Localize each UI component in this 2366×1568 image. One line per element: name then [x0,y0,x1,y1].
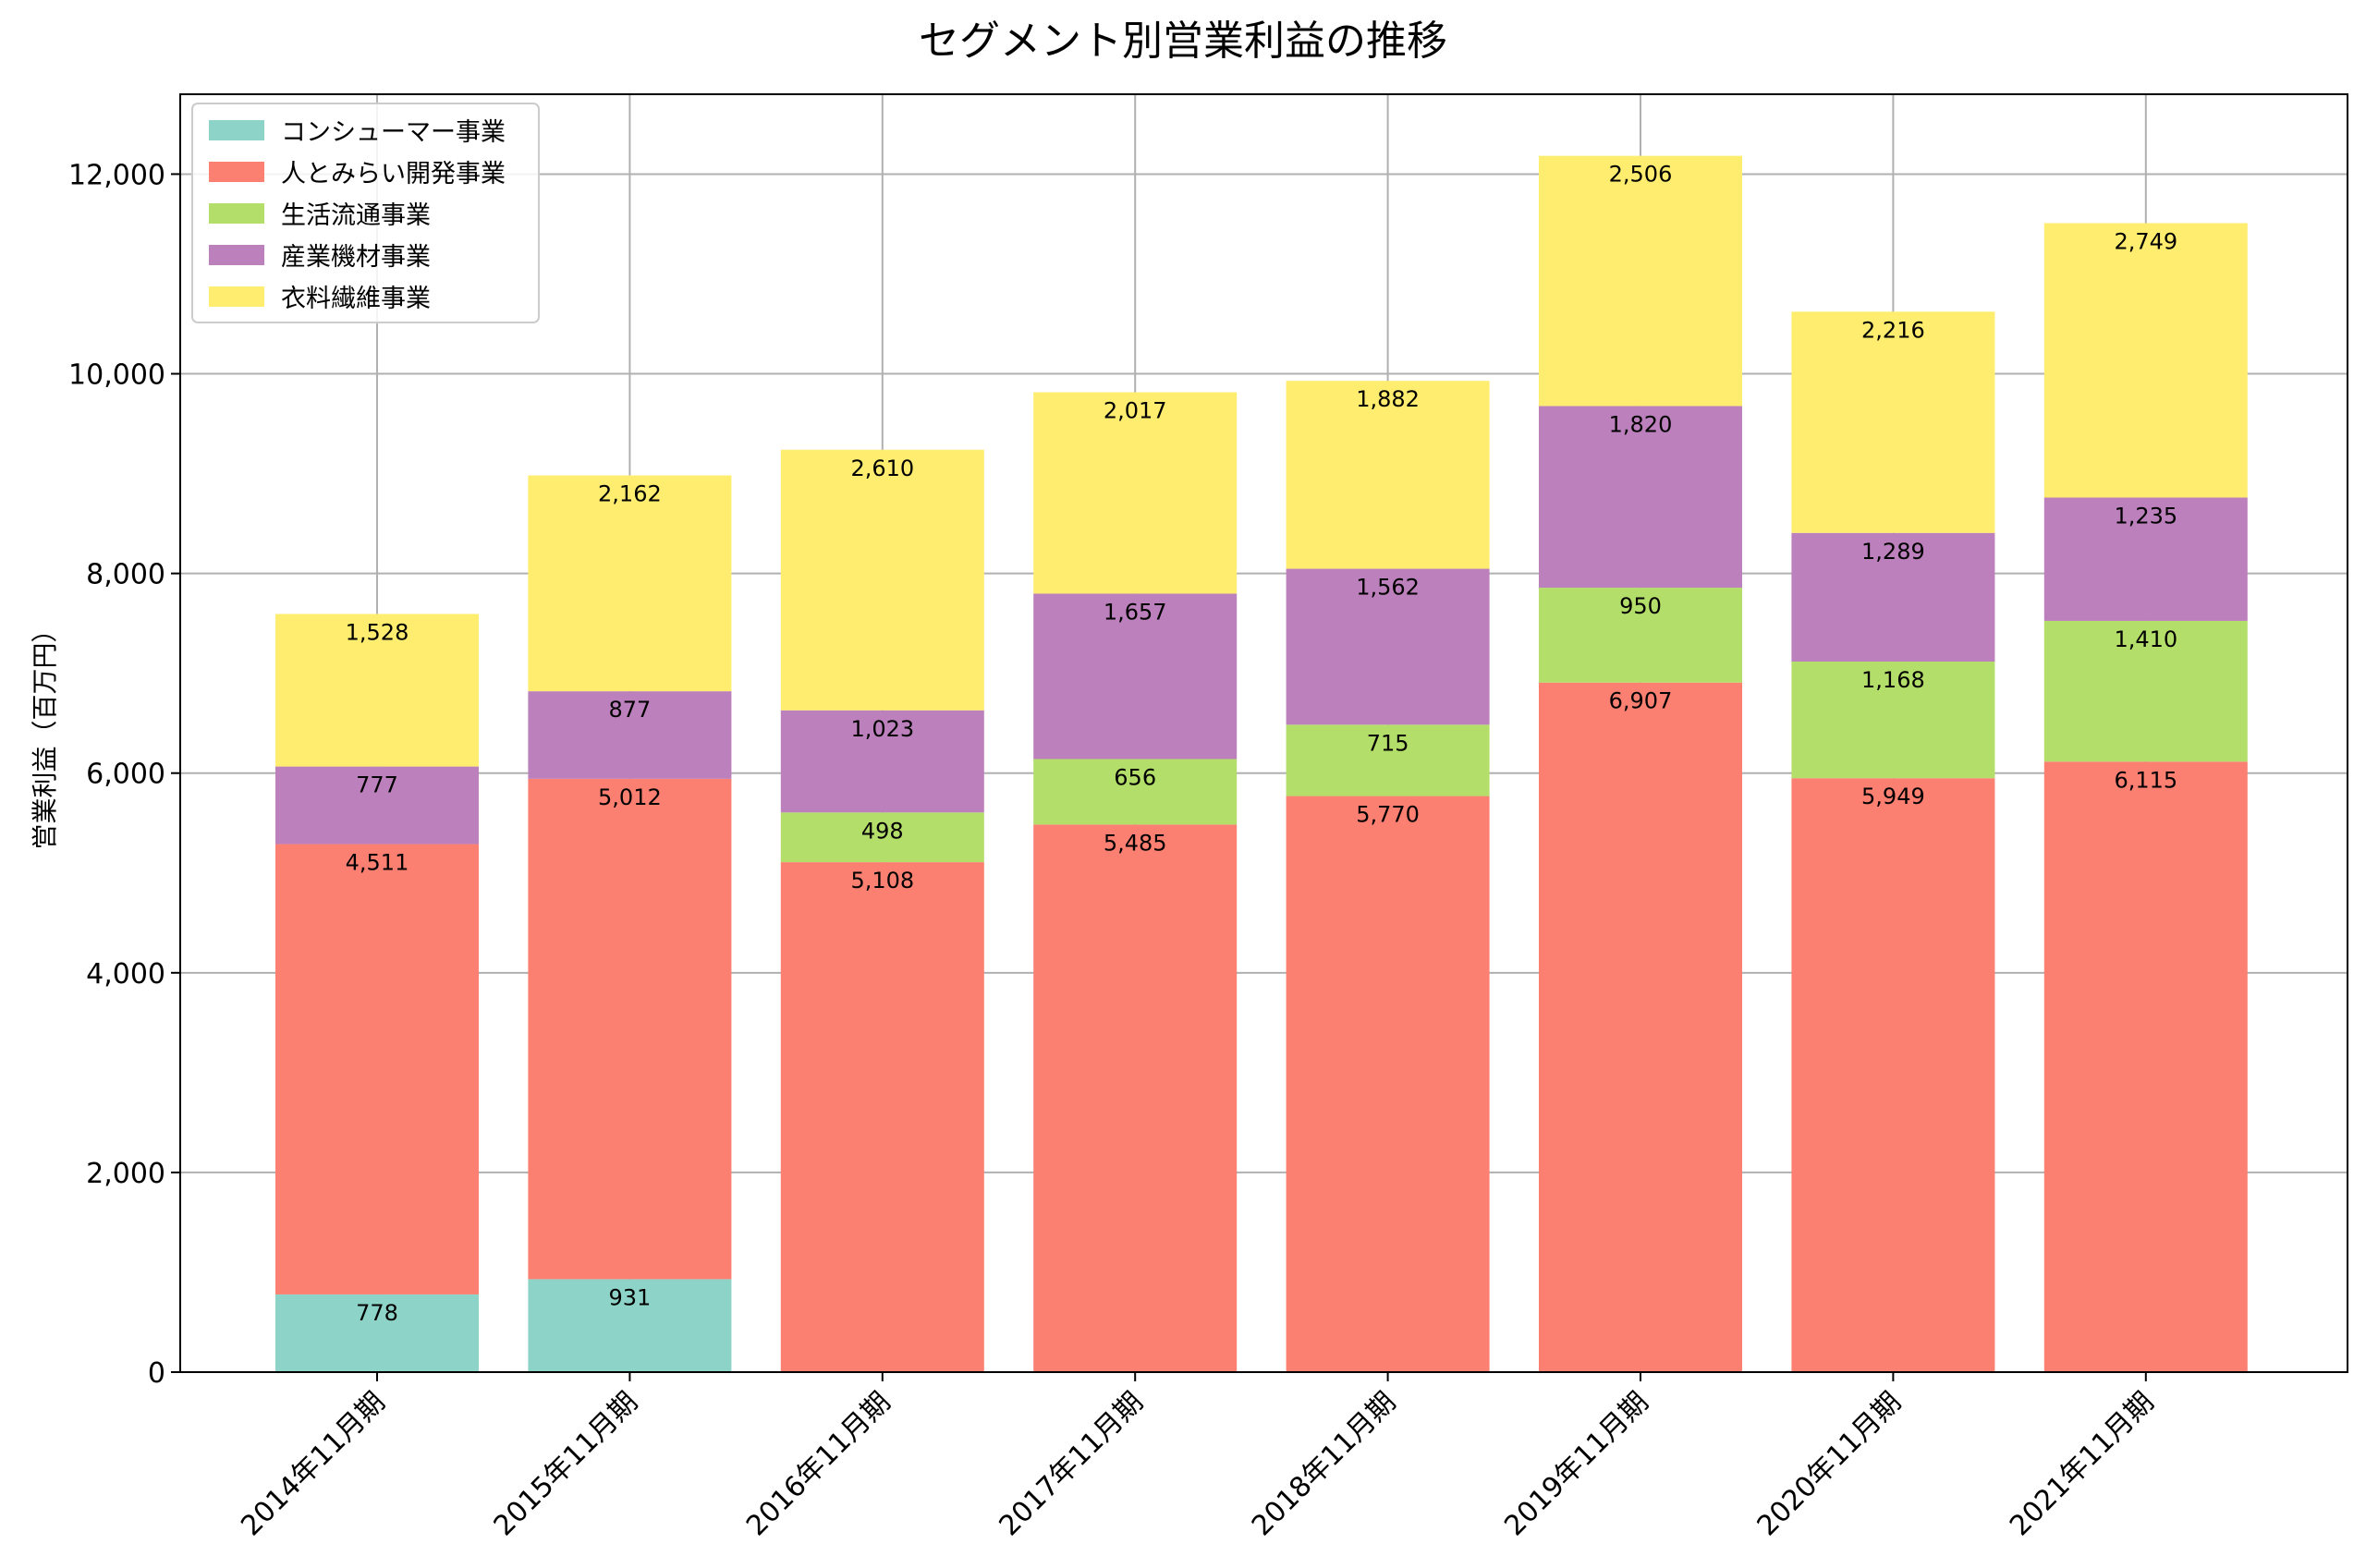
bar-value-label: 656 [1114,764,1156,790]
bar-value-label: 931 [608,1284,651,1310]
bar-value-label: 5,108 [850,868,914,893]
bar-value-label: 778 [356,1300,398,1326]
x-tick-label: 2014年11月期 [235,1386,391,1542]
legend-swatch [209,286,264,307]
bar-value-label: 877 [608,697,651,723]
bar-value-label: 1,235 [2114,504,2177,529]
bar-segment [1033,593,1238,760]
bar-segment [1033,759,1238,825]
bar-segment [2043,497,2248,621]
bar-segment [1539,682,1742,1372]
x-tick-label: 2016年11月期 [740,1386,896,1542]
legend-swatch [209,245,264,265]
plot-frame [179,93,2348,1373]
bar-value-label: 498 [861,818,904,844]
bar-segment [1286,796,1490,1372]
bar-segment [2043,620,2248,762]
bar-segment [2043,223,2248,498]
x-tick-label: 2015年11月期 [488,1386,644,1542]
bar-segment [1539,588,1742,683]
bar-segment [780,710,984,813]
legend-entry-label: 生活流通事業 [281,201,431,230]
bar-value-label: 2,216 [1861,317,1925,343]
bar-segment [275,1294,479,1372]
legend-entry-label: コンシューマー事業 [281,118,506,147]
bar-segment [1286,724,1490,796]
bar-value-label: 715 [1367,730,1409,756]
bar-segment [528,475,732,692]
bar-segment [1791,532,1995,662]
bar-segment [1791,662,1995,779]
bar-segment [780,449,984,711]
bar-segment [1539,155,1742,407]
bar-segment [1539,406,1742,589]
bar-value-label: 777 [356,772,398,798]
x-tick-label: 2017年11月期 [993,1386,1149,1542]
y-tick-label: 12,000 [68,159,165,191]
bars [275,155,2248,1372]
bar-value-label: 5,949 [1861,784,1925,809]
bar-segment [275,844,479,1295]
bar-value-label: 1,289 [1861,539,1925,565]
bar-value-label: 6,907 [1609,688,1673,714]
x-tick-label: 2020年11月期 [1751,1386,1908,1542]
bar-segment [780,862,984,1372]
legend-entry-label: 人とみらい開発事業 [281,160,506,188]
y-tick-label: 4,000 [86,958,165,991]
bar-value-label: 6,115 [2114,767,2177,793]
x-axis: 2014年11月期 2015年11月期 2016年11月期 2017年11月期 2018… [235,1372,2160,1542]
bar-value-label: 1,410 [2114,626,2177,652]
bar-segment [1286,568,1490,725]
bar-value-label: 2,749 [2114,228,2177,254]
bar-value-label: 2,017 [1104,398,1167,424]
bar-value-label: 950 [1619,593,1662,619]
bar-value-label: 1,528 [346,619,409,645]
bar-segment [1791,311,1995,533]
y-tick-label: 2,000 [86,1158,165,1190]
bar-value-label: 5,012 [598,784,662,810]
legend-entry-label: 衣料繊維事業 [281,285,431,313]
x-tick-label: 2019年11月期 [1498,1386,1654,1542]
bar-value-label: 1,820 [1609,411,1673,437]
bar-segment [1286,381,1490,569]
legend-swatch [209,120,264,140]
bar-segment [1033,392,1238,594]
legend-box [191,103,540,323]
bar-segment [528,778,732,1280]
legend-swatch [209,162,264,182]
y-tick-label: 0 [148,1357,165,1390]
chart-title: セグメント別営業利益の推移 [919,18,1447,65]
bar-segment [528,1279,732,1372]
x-tick-label: 2021年11月期 [2004,1386,2160,1542]
bar-value-label: 5,485 [1104,830,1167,856]
bar-value-label: 1,168 [1861,667,1925,693]
x-tick-label: 2018年11月期 [1246,1386,1402,1542]
bar-segment [780,812,984,863]
bar-value-label: 2,506 [1609,162,1673,188]
legend-entry-label: 産業機材事業 [281,243,431,272]
bar-segment [1033,824,1238,1372]
bar-segment [2043,761,2248,1372]
bar-value-label: 1,023 [850,716,914,742]
y-axis-label: 営業利益（百万円） [30,616,60,849]
bar-value-labels: 778 4,511 777 1,528 931 5,012 877 2,162 5,108 498… [346,162,2178,1326]
bar-segment [528,691,732,779]
bar-value-label: 5,770 [1356,802,1420,828]
y-tick-label: 8,000 [86,559,165,591]
bar-value-label: 1,562 [1356,575,1420,601]
y-axis: 0 2,000 4,000 6,000 8,000 10,000 12,000 [68,159,180,1390]
bar-segment [275,614,479,767]
y-tick-label: 10,000 [68,359,165,392]
bar-value-label: 1,657 [1104,599,1167,625]
bar-value-label: 4,511 [346,850,409,876]
bar-segment [1791,778,1995,1372]
bar-value-label: 1,882 [1356,386,1420,412]
y-tick-label: 6,000 [86,759,165,791]
legend-swatch [209,203,264,224]
bar-value-label: 2,610 [850,456,914,481]
bar-segment [275,766,479,845]
bar-value-label: 2,162 [598,481,662,507]
